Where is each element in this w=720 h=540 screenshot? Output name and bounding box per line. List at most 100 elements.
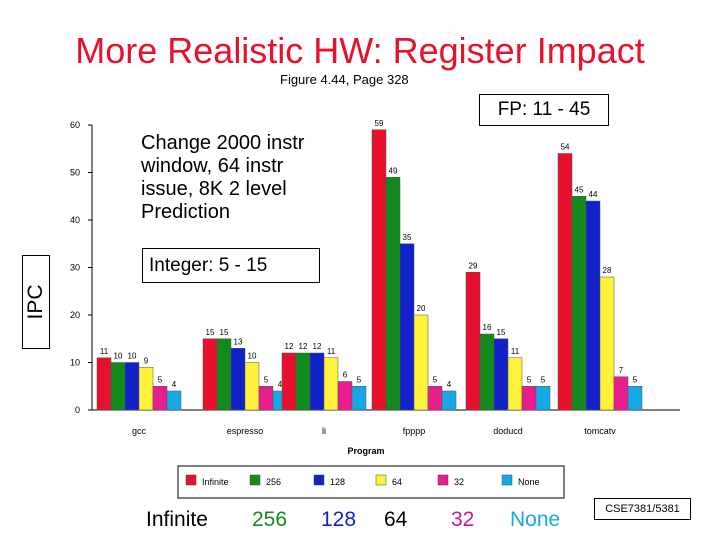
- ipc-label: IPC: [24, 284, 47, 320]
- config-note-line: Change 2000 instr: [141, 132, 305, 154]
- data-label: 5: [541, 375, 546, 384]
- bar-fpppp-none: [441, 390, 457, 411]
- y-tick-label: 10: [70, 358, 80, 368]
- bar-doducd-64: [507, 357, 523, 411]
- data-label: 28: [603, 266, 612, 275]
- legend-label-none: None: [518, 477, 540, 487]
- y-tick-label: 40: [70, 215, 80, 225]
- bar-espresso-32: [258, 386, 274, 411]
- data-label: 5: [527, 375, 532, 384]
- bar-tomcatv-128: [585, 200, 601, 411]
- legend-label-64: 64: [392, 477, 402, 487]
- config-note: Change 2000 instr window, 64 instr issue…: [134, 128, 370, 228]
- bar-fpppp-64: [413, 314, 429, 411]
- y-tick-label: 0: [75, 405, 80, 415]
- big-legend-128: 128: [321, 508, 357, 531]
- x-category-label: doducd: [493, 426, 523, 436]
- data-label: 15: [206, 328, 215, 337]
- big-legend-none: None: [510, 508, 561, 531]
- data-label: 29: [469, 261, 478, 270]
- data-label: 9: [144, 356, 149, 365]
- y-tick-label: 20: [70, 310, 80, 320]
- legend-label-128: 128: [330, 477, 345, 487]
- legend-swatch-infinite: [185, 474, 197, 486]
- bar-doducd-none: [535, 386, 551, 411]
- x-category-label: espresso: [227, 426, 264, 436]
- data-label: 5: [264, 375, 269, 384]
- legend-swatch-64: [375, 474, 387, 486]
- bar-doducd-128: [493, 338, 509, 411]
- bar-espresso-64: [244, 362, 260, 411]
- data-label: 45: [575, 185, 584, 194]
- bar-espresso-256: [216, 338, 232, 411]
- bar-li-64: [323, 357, 339, 411]
- bar-doducd-256: [479, 333, 495, 411]
- legend-label-256: 256: [266, 477, 281, 487]
- config-note-line: Prediction: [141, 201, 230, 223]
- bar-espresso-128: [230, 348, 246, 411]
- big-legend-256: 256: [252, 508, 288, 531]
- data-label: 5: [158, 375, 163, 384]
- x-category-label: li: [322, 426, 326, 436]
- bar-fpppp-infinite: [371, 129, 387, 411]
- legend-label-infinite: Infinite: [202, 477, 229, 487]
- bar-gcc-none: [166, 390, 182, 411]
- data-label: 10: [128, 352, 137, 361]
- y-tick-label: 30: [70, 263, 80, 273]
- bar-li-none: [351, 386, 367, 411]
- data-label: 7: [619, 366, 624, 375]
- big-legend-64: 64: [384, 508, 408, 531]
- fp-range-box: FP: 11 - 45: [479, 94, 609, 126]
- legend-box: [177, 465, 565, 499]
- figure-reference: Figure 4.44, Page 328: [280, 72, 409, 87]
- data-label: 12: [299, 342, 308, 351]
- data-label: 10: [248, 352, 257, 361]
- integer-range-box: Integer: 5 - 15: [142, 248, 320, 283]
- data-label: 11: [327, 347, 336, 356]
- data-label: 11: [511, 347, 520, 356]
- x-category-label: tomcatv: [584, 426, 616, 436]
- data-label: 13: [234, 337, 243, 346]
- legend-swatch-none: [501, 474, 513, 486]
- bar-gcc-64: [138, 367, 154, 411]
- data-label: 11: [100, 347, 109, 356]
- data-label: 44: [589, 190, 598, 199]
- data-label: 5: [357, 375, 362, 384]
- course-code: CSE7381/5381: [594, 498, 691, 520]
- data-label: 6: [343, 371, 348, 380]
- x-axis-title: Program: [347, 446, 384, 456]
- x-category-label: fpppp: [403, 426, 426, 436]
- slide-title: More Realistic HW: Register Impact: [75, 30, 645, 71]
- data-label: 20: [417, 304, 426, 313]
- bar-gcc-128: [124, 362, 140, 411]
- legend-swatch-128: [313, 474, 325, 486]
- data-label: 5: [633, 375, 638, 384]
- bar-fpppp-32: [427, 386, 443, 411]
- config-note-line: issue, 8K 2 level: [141, 178, 287, 200]
- bar-gcc-256: [110, 362, 126, 411]
- data-label: 15: [497, 328, 506, 337]
- x-category-label: gcc: [132, 426, 147, 436]
- bar-li-256: [295, 352, 311, 411]
- big-legend-32: 32: [451, 508, 475, 531]
- data-label: 10: [114, 352, 123, 361]
- data-label: 12: [285, 342, 294, 351]
- data-label: 54: [561, 143, 570, 152]
- legend-swatch-32: [437, 474, 449, 486]
- bar-li-infinite: [281, 352, 297, 411]
- bar-gcc-infinite: [96, 357, 112, 411]
- big-legend-infinite: Infinite: [146, 508, 208, 531]
- bar-doducd-32: [521, 386, 537, 411]
- bar-tomcatv-256: [571, 196, 587, 411]
- bar-doducd-infinite: [465, 272, 481, 411]
- bar-gcc-32: [152, 386, 168, 411]
- data-label: 4: [278, 380, 283, 389]
- config-note-line: window, 64 instr: [141, 155, 284, 177]
- bar-tomcatv-infinite: [557, 153, 573, 411]
- y-tick-label: 60: [70, 120, 80, 130]
- legend-label-32: 32: [454, 477, 464, 487]
- data-label: 59: [375, 119, 384, 128]
- data-label: 16: [483, 323, 492, 332]
- bar-espresso-infinite: [202, 338, 218, 411]
